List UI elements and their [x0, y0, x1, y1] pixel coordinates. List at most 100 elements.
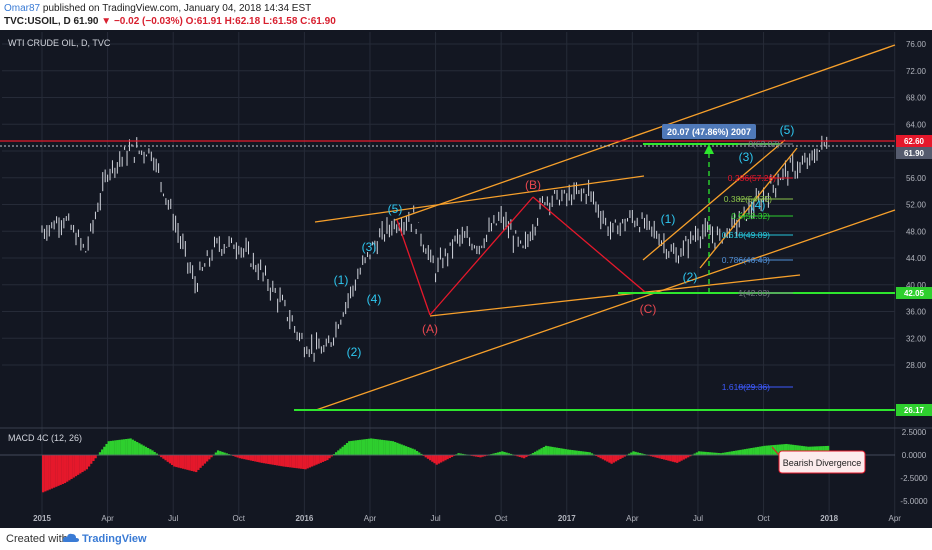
macd-bar: [759, 446, 762, 456]
wave-label-impulse-2: (4): [751, 198, 766, 212]
macd-bar: [601, 455, 605, 460]
macd-bar: [501, 451, 504, 456]
macd-bar: [234, 455, 237, 457]
wave-label-impulse-1: (2): [347, 345, 362, 359]
macd-bar: [284, 455, 287, 467]
divergence-callout-pointer: [771, 446, 780, 456]
macd-bar: [525, 455, 528, 458]
wave-label-impulse-1: (4): [367, 292, 382, 306]
macd-bar: [656, 455, 659, 458]
tradingview-brand[interactable]: TradingView: [82, 533, 147, 545]
macd-bar: [746, 448, 749, 456]
macd-bar: [778, 444, 782, 456]
price-change: −0.02 (−0.03%): [113, 16, 183, 27]
macd-bar: [794, 445, 797, 456]
price-axis-label: 32.00: [906, 334, 927, 343]
macd-bar: [575, 450, 578, 456]
macd-title: MACD 4C (12, 26): [8, 433, 82, 443]
macd-bar: [503, 451, 506, 456]
macd-bar: [365, 438, 368, 456]
macd-bar: [214, 452, 218, 456]
macd-bar: [426, 455, 430, 459]
macd-bar: [783, 444, 786, 456]
macd-bar: [345, 443, 349, 456]
macd-bar: [107, 441, 110, 456]
macd-bar: [369, 438, 373, 456]
time-axis-label: 2015: [33, 514, 51, 523]
macd-bar: [265, 455, 268, 464]
macd-bar: [378, 439, 382, 456]
macd-bar: [568, 449, 572, 456]
macd-bar: [724, 452, 727, 456]
macd-bar: [50, 455, 54, 489]
macd-bar: [632, 451, 635, 456]
ohlc-values: O:61.91 H:62.18 L:61.58 C:61.90: [185, 16, 336, 27]
macd-bar: [665, 455, 668, 461]
macd-bar: [551, 446, 554, 456]
time-axis-label: Apr: [889, 514, 902, 523]
macd-bar: [785, 443, 788, 456]
macd-bar: [584, 451, 587, 456]
channel-line-lower-long: [315, 209, 896, 411]
macd-axis-label: -2.5000: [900, 474, 928, 483]
macd-bar: [612, 455, 615, 463]
macd-bar: [459, 453, 462, 456]
macd-bar: [772, 445, 775, 456]
macd-bar: [367, 438, 371, 456]
macd-bar: [380, 439, 384, 456]
macd-bar: [94, 455, 97, 459]
macd-bar: [678, 455, 681, 462]
wave-label-impulse-1: (1): [334, 273, 349, 287]
macd-bar: [111, 440, 115, 456]
measure-label-box: [662, 124, 756, 139]
macd-bar: [638, 452, 642, 456]
macd-bar: [68, 455, 71, 481]
macd-bar: [197, 455, 200, 470]
wave-label-corrective: (B): [525, 178, 541, 192]
macd-bar: [240, 455, 244, 459]
fib-label: 0.382(54.75): [724, 194, 772, 204]
macd-bar: [166, 455, 169, 462]
macd-bar: [608, 455, 611, 463]
macd-bar: [721, 452, 725, 456]
divergence-callout-label: Bearish Divergence: [783, 458, 862, 468]
wave-segment: [429, 196, 534, 316]
macd-bar: [571, 450, 574, 456]
macd-bar: [376, 439, 379, 456]
macd-axis-label: -5.0000: [900, 497, 928, 506]
macd-bar: [789, 444, 793, 456]
macd-bar: [448, 455, 451, 459]
macd-bar: [317, 455, 320, 464]
macd-bar: [76, 455, 80, 475]
macd-bar: [730, 451, 734, 456]
macd-bar: [796, 445, 799, 456]
macd-bar: [422, 455, 425, 456]
time-axis-label: Jul: [430, 514, 440, 523]
price-axis-label: 52.00: [906, 201, 927, 210]
macd-bar: [210, 455, 213, 458]
macd-bar: [387, 440, 390, 456]
macd-bar: [606, 455, 609, 462]
macd-bar: [538, 449, 541, 456]
macd-bar: [652, 455, 655, 457]
macd-bar: [737, 450, 740, 456]
chart-canvas[interactable]: 76.0072.0068.0064.0060.0056.0052.0048.00…: [0, 30, 932, 528]
macd-bar: [542, 446, 546, 456]
macd-bar: [682, 455, 685, 460]
measure-arrow-icon: [704, 144, 714, 154]
price-badge: [896, 287, 932, 299]
publisher-link[interactable]: Omar87: [4, 3, 41, 14]
macd-bar: [337, 450, 340, 456]
macd-bar: [92, 455, 95, 462]
macd-bar: [160, 455, 163, 458]
chart-header: Omar87 published on TradingView.com, Jan…: [0, 0, 932, 30]
macd-bar: [704, 451, 707, 456]
macd-bar: [219, 451, 222, 456]
macd-bar: [553, 447, 556, 456]
macd-bar: [770, 445, 773, 456]
macd-bar: [457, 453, 460, 456]
macd-bar: [627, 453, 631, 456]
macd-bar: [245, 455, 248, 460]
macd-bar: [636, 452, 640, 456]
macd-bar: [649, 455, 653, 457]
